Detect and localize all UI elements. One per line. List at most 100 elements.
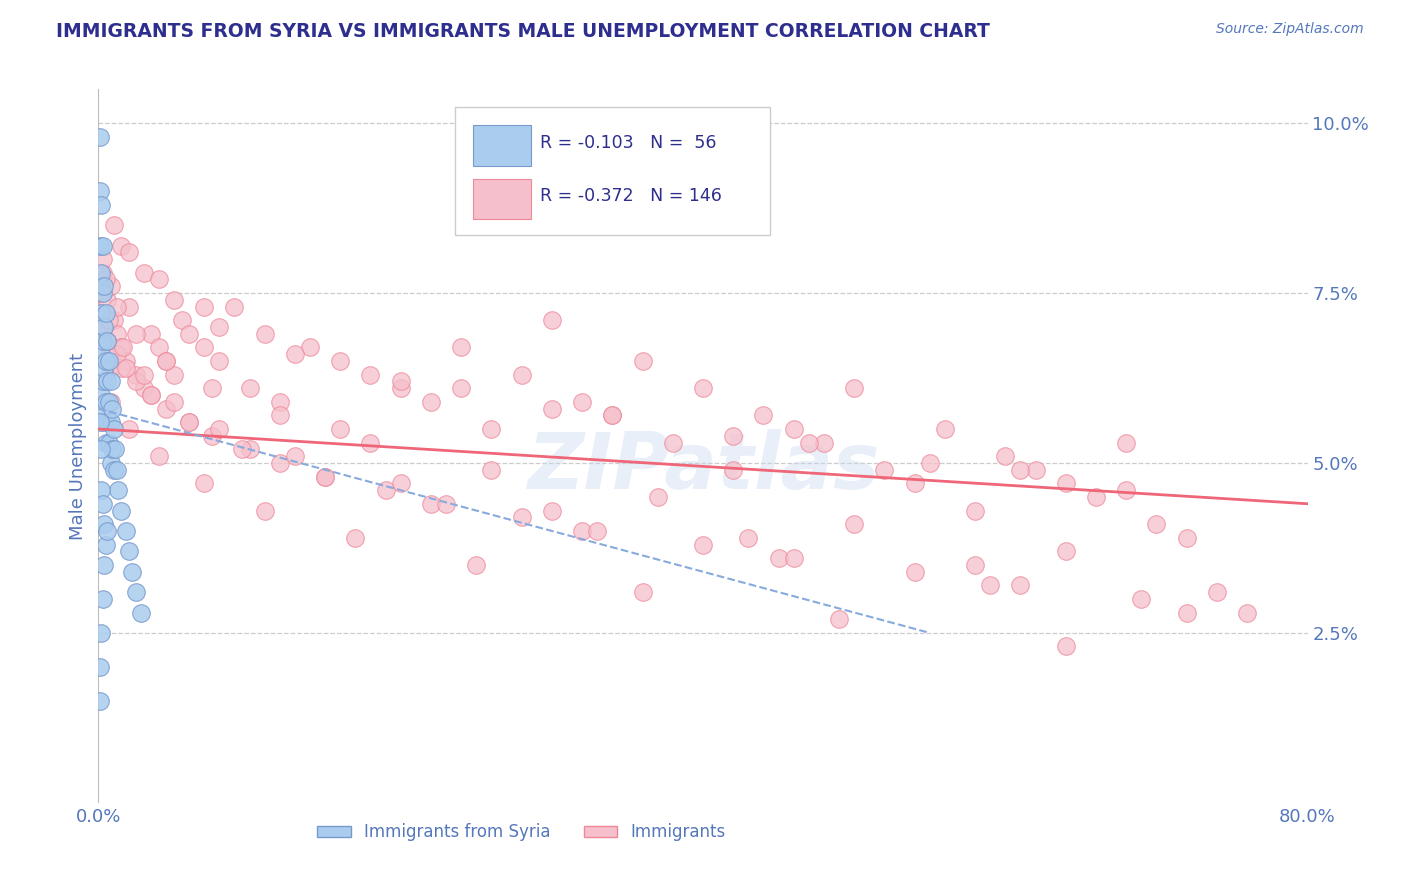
Point (91, 266, 114, 280)
Point (904, 476, 927, 491)
Point (132, 368, 155, 382)
Point (129, 606, 152, 620)
Point (90, 286, 112, 301)
Point (1054, 640, 1077, 654)
Point (193, 476, 215, 491)
Point (98, 313, 121, 327)
Point (571, 394, 593, 409)
Point (148, 341, 170, 355)
Point (121, 565, 143, 579)
Point (783, 422, 806, 436)
Point (93, 401, 115, 416)
Point (94, 334, 117, 348)
Point (510, 368, 533, 382)
Point (90, 442, 112, 457)
Point (239, 442, 262, 457)
Point (103, 463, 125, 477)
Point (1236, 606, 1258, 620)
Point (90, 198, 112, 212)
Point (224, 300, 246, 314)
Point (94, 537, 117, 551)
Point (314, 469, 336, 483)
Point (904, 565, 927, 579)
Point (813, 435, 835, 450)
Point (105, 326, 128, 341)
Point (93, 320, 115, 334)
Text: R = -0.103   N =  56: R = -0.103 N = 56 (540, 134, 716, 152)
Point (94, 394, 117, 409)
Point (284, 347, 307, 361)
Point (89, 184, 111, 198)
Point (163, 394, 186, 409)
Point (344, 531, 367, 545)
Point (647, 490, 669, 504)
Point (100, 456, 122, 470)
Point (389, 476, 412, 491)
Point (631, 585, 654, 599)
Point (692, 537, 714, 551)
Point (96, 415, 118, 429)
Point (208, 422, 231, 436)
Point (91, 252, 114, 266)
Point (170, 313, 193, 327)
Point (179, 415, 201, 429)
Point (132, 381, 155, 395)
Point (1206, 585, 1229, 599)
Point (540, 313, 562, 327)
Point (93, 320, 115, 334)
Point (118, 544, 141, 558)
Point (1010, 578, 1032, 592)
Point (163, 368, 186, 382)
Point (208, 354, 231, 368)
Point (101, 442, 124, 457)
Point (98, 354, 121, 368)
Point (284, 449, 307, 463)
Point (114, 354, 136, 368)
Point (201, 381, 224, 395)
Point (93, 279, 115, 293)
Point (91, 591, 114, 606)
Point (231, 442, 253, 457)
Point (89, 660, 111, 674)
Point (96, 334, 118, 348)
Point (450, 381, 472, 395)
Point (101, 401, 124, 416)
Point (450, 341, 472, 355)
Point (93, 558, 115, 572)
Y-axis label: Male Unemployment: Male Unemployment (69, 352, 87, 540)
Point (94, 306, 117, 320)
Point (89, 286, 111, 301)
Point (389, 381, 412, 395)
Point (100, 279, 122, 293)
Point (602, 409, 624, 423)
Point (90, 306, 112, 320)
Point (269, 409, 291, 423)
Point (481, 463, 503, 477)
Point (201, 429, 224, 443)
Point (125, 368, 148, 382)
Text: IMMIGRANTS FROM SYRIA VS IMMIGRANTS MALE UNEMPLOYMENT CORRELATION CHART: IMMIGRANTS FROM SYRIA VS IMMIGRANTS MALE… (56, 22, 990, 41)
Text: R = -0.372   N = 146: R = -0.372 N = 146 (540, 187, 721, 205)
Point (208, 320, 231, 334)
Point (90, 306, 112, 320)
Point (125, 326, 148, 341)
Point (100, 394, 122, 409)
Point (239, 381, 262, 395)
Point (631, 354, 654, 368)
Point (91, 415, 114, 429)
Point (96, 293, 118, 307)
Point (155, 354, 177, 368)
Point (98, 347, 121, 361)
Point (979, 578, 1001, 592)
Point (114, 360, 136, 375)
Point (465, 558, 488, 572)
Point (155, 401, 177, 416)
Point (96, 524, 118, 538)
Point (179, 326, 201, 341)
Point (1115, 435, 1137, 450)
Point (828, 612, 851, 626)
FancyBboxPatch shape (474, 126, 531, 166)
Point (1024, 463, 1046, 477)
Point (571, 524, 593, 538)
Point (1175, 606, 1198, 620)
